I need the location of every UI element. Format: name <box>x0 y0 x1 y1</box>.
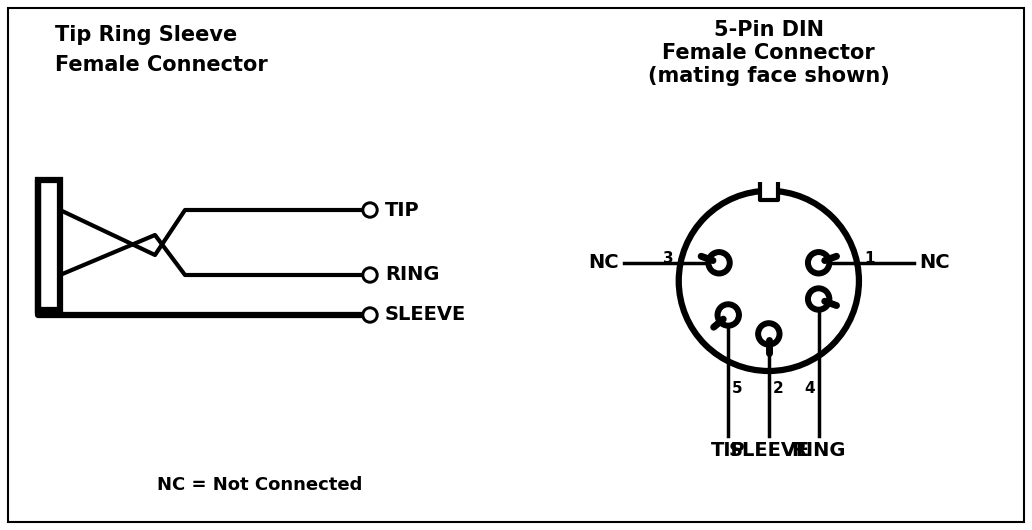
Text: TIP: TIP <box>711 441 745 460</box>
Text: 5: 5 <box>733 381 743 396</box>
Bar <box>38 180 60 310</box>
Text: TIP: TIP <box>385 200 420 219</box>
Circle shape <box>806 286 832 312</box>
Text: 1: 1 <box>864 251 874 266</box>
Circle shape <box>712 256 727 270</box>
Circle shape <box>762 327 776 341</box>
Text: Female Connector: Female Connector <box>55 55 267 75</box>
Text: NC: NC <box>918 253 949 272</box>
Circle shape <box>811 256 826 270</box>
Circle shape <box>755 321 782 347</box>
Circle shape <box>362 202 378 218</box>
Bar <box>760 177 778 200</box>
Circle shape <box>362 307 378 323</box>
Circle shape <box>811 292 826 306</box>
Text: 5-Pin DIN
Female Connector
(mating face shown): 5-Pin DIN Female Connector (mating face … <box>648 20 890 86</box>
Circle shape <box>362 267 378 283</box>
Circle shape <box>806 250 832 276</box>
Text: RING: RING <box>385 266 440 285</box>
Text: 3: 3 <box>664 251 674 266</box>
Text: RING: RING <box>792 441 846 460</box>
Text: NC = Not Connected: NC = Not Connected <box>157 476 362 494</box>
Circle shape <box>365 205 375 215</box>
Text: SLEEVE: SLEEVE <box>729 441 809 460</box>
Text: 2: 2 <box>773 381 783 396</box>
Circle shape <box>706 250 732 276</box>
Text: SLEEVE: SLEEVE <box>385 305 466 324</box>
Circle shape <box>721 308 735 322</box>
Circle shape <box>715 302 741 328</box>
Circle shape <box>365 270 375 280</box>
Text: 4: 4 <box>804 381 814 396</box>
Text: Tip Ring Sleeve: Tip Ring Sleeve <box>55 25 237 45</box>
Circle shape <box>365 310 375 320</box>
Text: NC: NC <box>588 253 619 272</box>
